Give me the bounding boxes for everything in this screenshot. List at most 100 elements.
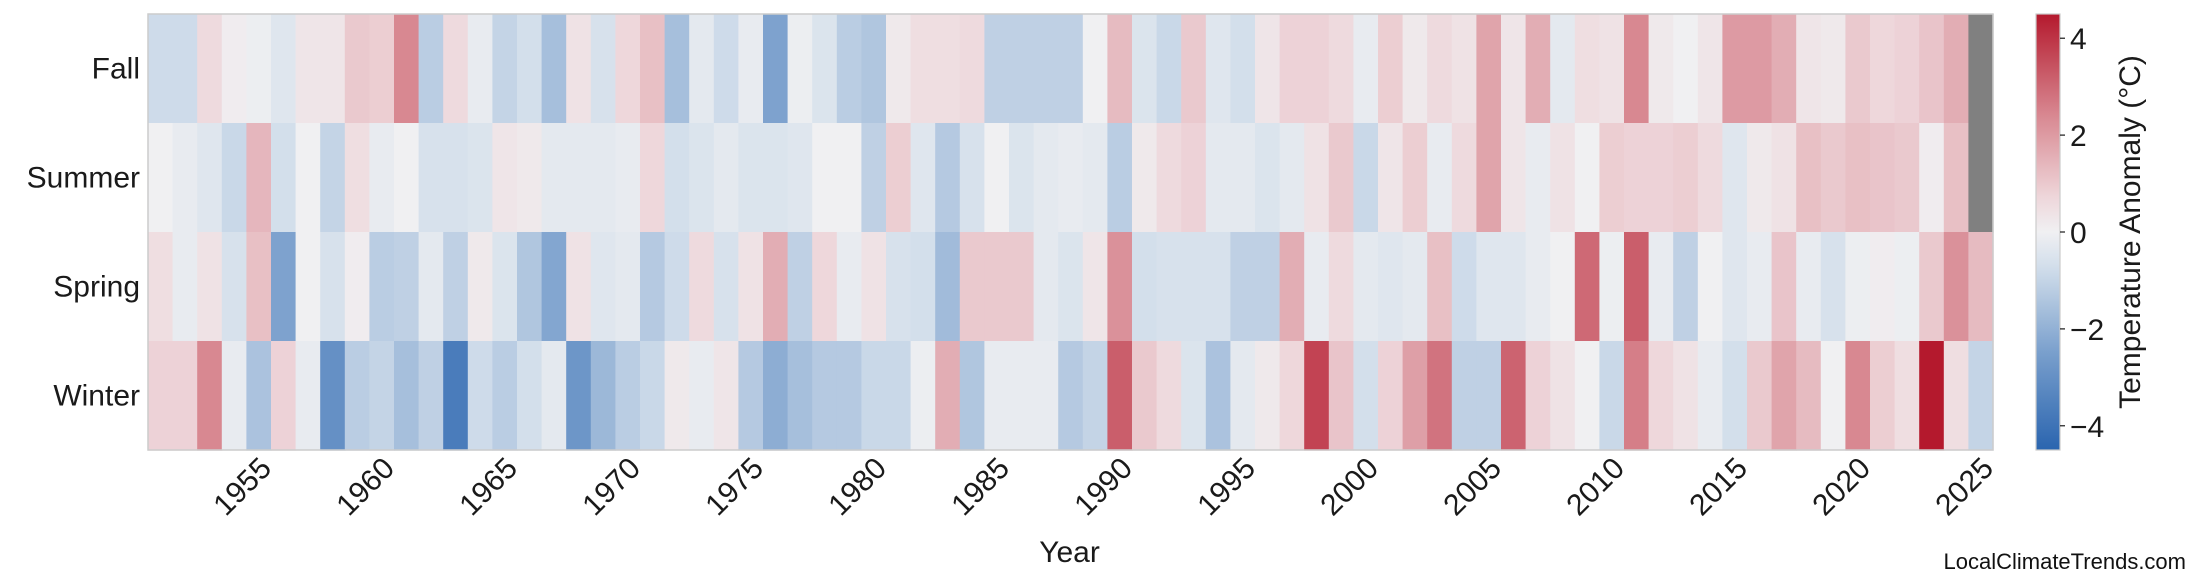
heatmap-cell (148, 232, 174, 342)
x-tick-label: 2010 (1560, 452, 1631, 523)
heatmap-cell (1427, 123, 1453, 233)
heatmap-cell (812, 341, 838, 451)
heatmap-cell (1033, 14, 1059, 124)
heatmap-cell (1697, 14, 1723, 124)
heatmap-cell (221, 232, 247, 342)
heatmap-cell (1894, 14, 1920, 124)
heatmap-cell (1796, 123, 1822, 233)
watermark: LocalClimateTrends.com (1943, 549, 2187, 574)
heatmap-cell (1722, 14, 1748, 124)
heatmap-cell (1550, 123, 1576, 233)
heatmap-cell (664, 232, 690, 342)
heatmap-cell (1132, 341, 1158, 451)
heatmap-cell (1624, 341, 1650, 451)
heatmap-cell (1279, 123, 1305, 233)
heatmap-cell (713, 232, 739, 342)
row-label: Winter (53, 380, 140, 413)
heatmap-cell (1845, 341, 1871, 451)
heatmap-cell (812, 14, 838, 124)
heatmap-cell (1230, 14, 1256, 124)
heatmap-cell (517, 14, 543, 124)
heatmap-cell (1968, 232, 1994, 342)
heatmap-cell (1648, 341, 1674, 451)
heatmap-cell (1107, 14, 1133, 124)
heatmap-cell (1451, 123, 1477, 233)
heatmap-cell (1230, 341, 1256, 451)
heatmap-cell (1451, 232, 1477, 342)
heatmap-cell (1525, 232, 1551, 342)
heatmap-cell (467, 14, 493, 124)
x-tick-label: 2000 (1314, 452, 1385, 523)
heatmap-cell (418, 232, 444, 342)
heatmap-cell (172, 341, 198, 451)
heatmap-cell (1328, 14, 1354, 124)
heatmap-cell (1599, 232, 1625, 342)
heatmap-cell (640, 123, 666, 233)
x-tick-label: 1995 (1191, 452, 1262, 523)
heatmap-cell (1033, 232, 1059, 342)
plot-frame (147, 13, 1994, 451)
heatmap-cell (812, 232, 838, 342)
heatmap-cell (320, 123, 346, 233)
heatmap-cell (492, 341, 518, 451)
heatmap-cell (1771, 341, 1797, 451)
heatmap-cell (197, 232, 223, 342)
heatmap-cell (1771, 123, 1797, 233)
row-label: Spring (53, 271, 140, 304)
x-tick-label: 1990 (1068, 452, 1139, 523)
heatmap-cell (1156, 232, 1182, 342)
heatmap-cell (664, 341, 690, 451)
heatmap-cell (320, 14, 346, 124)
x-tick-label: 2005 (1437, 452, 1508, 523)
heatmap-cell (1304, 232, 1330, 342)
heatmap-cell (1820, 232, 1846, 342)
heatmap-cell (763, 14, 789, 124)
heatmap-cell (1722, 341, 1748, 451)
heatmap-cell (1550, 232, 1576, 342)
heatmap-cell (1697, 232, 1723, 342)
heatmap-cell (492, 123, 518, 233)
heatmap-cell (1820, 341, 1846, 451)
heatmap-cell (1919, 232, 1945, 342)
heatmap-cell (1476, 14, 1502, 124)
heatmap-cell (1747, 232, 1773, 342)
heatmap-cell (713, 123, 739, 233)
heatmap-cell (1574, 123, 1600, 233)
heatmap-cell (1205, 123, 1231, 233)
heatmap-cell (1451, 341, 1477, 451)
heatmap-cell (886, 232, 912, 342)
heatmap-cell (1796, 14, 1822, 124)
heatmap-cell (1722, 123, 1748, 233)
heatmap-cell (1255, 341, 1281, 451)
x-tick-label: 2020 (1806, 452, 1877, 523)
heatmap-cell (1402, 14, 1428, 124)
heatmap-cell (1574, 341, 1600, 451)
heatmap-cell (1870, 123, 1896, 233)
heatmap-cell (1378, 341, 1404, 451)
heatmap-cell (1550, 14, 1576, 124)
heatmap-cell (1353, 123, 1379, 233)
heatmap-cell (148, 341, 174, 451)
heatmap-cell (1082, 232, 1108, 342)
heatmap-cell (590, 341, 616, 451)
heatmap-cell (197, 14, 223, 124)
heatmap-cell (1427, 232, 1453, 342)
heatmap-cell (1919, 123, 1945, 233)
heatmap-cell (492, 14, 518, 124)
heatmap-cell (640, 232, 666, 342)
heatmap-cell (1328, 341, 1354, 451)
heatmap-cell (1747, 123, 1773, 233)
heatmap-cell (640, 14, 666, 124)
heatmap-cell (615, 232, 641, 342)
colorbar-tick-label: 2 (2070, 120, 2087, 153)
heatmap-cell (984, 14, 1010, 124)
heatmap-cell (787, 123, 813, 233)
heatmap-cell (615, 123, 641, 233)
heatmap-cell (295, 14, 321, 124)
heatmap-cell (1968, 341, 1994, 451)
heatmap-cell (541, 123, 567, 233)
heatmap-cell (344, 341, 370, 451)
heatmap-cell (1402, 232, 1428, 342)
heatmap-cell (246, 341, 272, 451)
heatmap-cell (984, 123, 1010, 233)
